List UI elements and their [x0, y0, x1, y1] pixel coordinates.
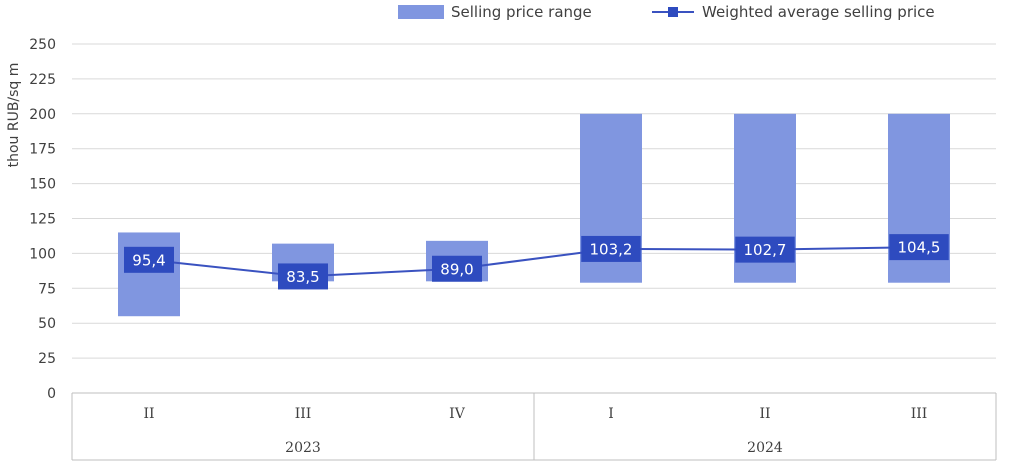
- axes: [71, 392, 997, 461]
- y-tick-0: 0: [47, 386, 56, 402]
- legend-swatch-range: [398, 5, 444, 19]
- x-category-1: III: [295, 406, 312, 422]
- range-bars: [118, 113, 950, 317]
- legend: Selling price range Weighted average sel…: [398, 3, 935, 21]
- data-label-box-5: [889, 234, 949, 261]
- data-label-3: 103,2: [590, 240, 633, 258]
- y-axis-label: thou RUB/sq m: [6, 63, 22, 168]
- data-label-5: 104,5: [898, 239, 941, 257]
- data-label-box-4: [735, 236, 795, 263]
- y-tick-labels: 0 25 50 75 100 125 150 175 200 225 250: [29, 37, 56, 402]
- data-label-box-0: [124, 246, 174, 273]
- x-group-0: 2023: [285, 440, 321, 456]
- range-bar-0: [118, 232, 180, 317]
- average-line: [148, 246, 920, 278]
- data-label-box-1: [278, 263, 328, 290]
- y-tick-225: 225: [29, 72, 56, 88]
- y-tick-75: 75: [38, 281, 56, 297]
- average-polyline: [148, 246, 920, 278]
- y-tick-200: 200: [29, 107, 56, 123]
- data-label-box-3: [581, 235, 641, 262]
- data-labels: 95,4 83,5 89,0 103,2 102,7 104,5: [124, 234, 949, 290]
- data-label-2: 89,0: [440, 260, 473, 278]
- data-label-0: 95,4: [132, 251, 165, 269]
- y-tick-150: 150: [29, 177, 56, 193]
- data-label-4: 102,7: [744, 241, 787, 259]
- legend-label-average: Weighted average selling price: [702, 3, 935, 21]
- y-tick-100: 100: [29, 246, 56, 262]
- x-category-3: I: [608, 406, 614, 422]
- x-category-4: II: [759, 406, 770, 422]
- y-tick-25: 25: [38, 351, 56, 367]
- x-group-1: 2024: [747, 440, 783, 456]
- x-category-0: II: [143, 406, 154, 422]
- y-tick-50: 50: [38, 316, 56, 332]
- legend-label-range: Selling price range: [451, 3, 592, 21]
- gridlines: [72, 43, 996, 359]
- y-tick-125: 125: [29, 212, 56, 228]
- y-tick-175: 175: [29, 142, 56, 158]
- x-category-2: IV: [449, 406, 466, 422]
- legend-swatch-marker: [668, 7, 678, 17]
- data-label-box-2: [432, 255, 482, 282]
- x-category-5: III: [911, 406, 928, 422]
- y-tick-250: 250: [29, 37, 56, 53]
- data-label-1: 83,5: [286, 268, 319, 286]
